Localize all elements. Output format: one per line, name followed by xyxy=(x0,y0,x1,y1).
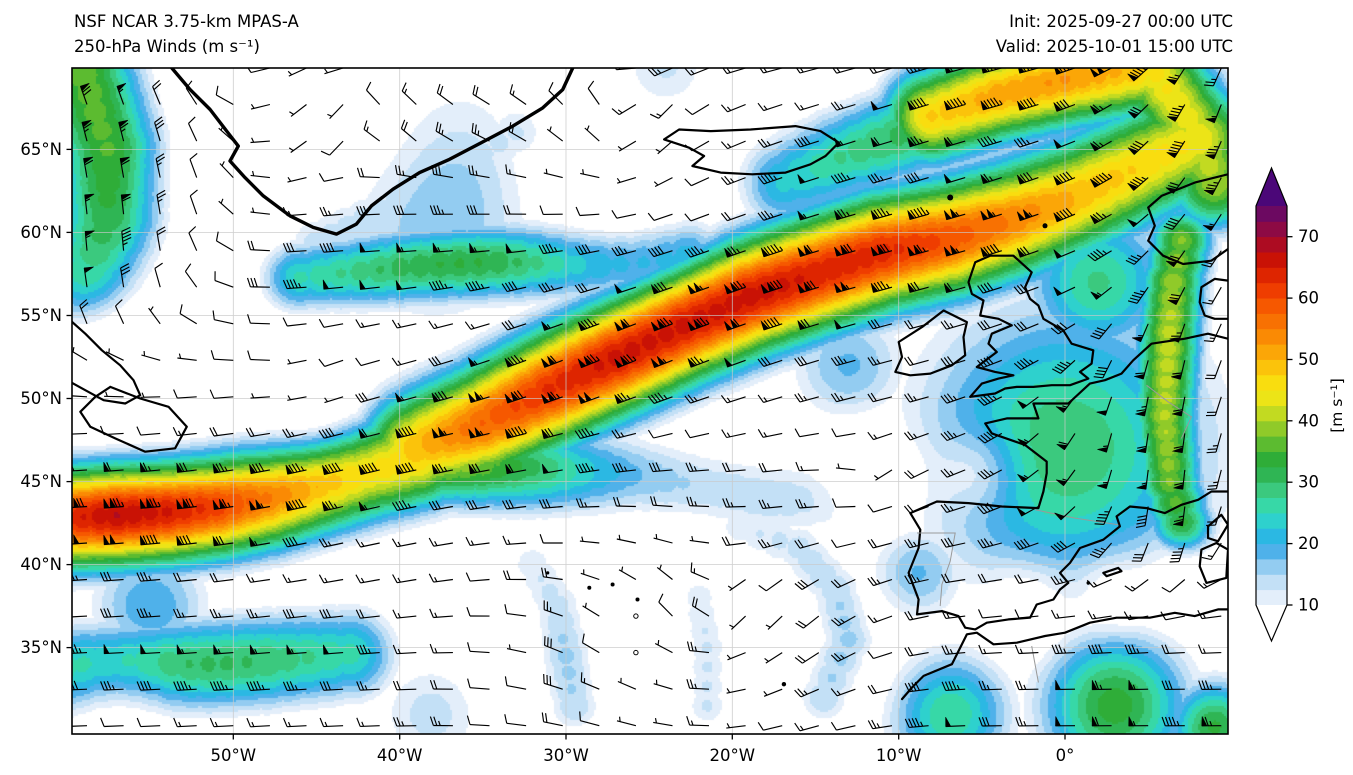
calm-wind-circles xyxy=(633,613,639,656)
island-azores-sao-miguel xyxy=(635,597,640,602)
wind-barb-feathers xyxy=(72,68,1219,732)
coastline-mallorca xyxy=(1102,566,1123,578)
plot-title-line2: 250-hPa Winds (m s⁻¹) xyxy=(74,37,260,56)
colorbar: 10 20 30 40 50 60 70 [m s⁻¹] xyxy=(1255,166,1346,643)
y-tick-label: 40°N xyxy=(20,555,62,574)
island-azores-flores xyxy=(546,571,550,575)
coastline-greenland xyxy=(170,68,575,236)
colorbar-tick-label: 10 xyxy=(1298,596,1319,615)
y-tick-label: 50°N xyxy=(20,389,62,408)
island-dots xyxy=(546,194,1091,687)
wind-barb-staffs xyxy=(72,68,1222,732)
y-axis-labels: 65°N 60°N 55°N 50°N 45°N 40°N 35°N xyxy=(20,140,62,657)
island-azores-terceira xyxy=(610,582,615,587)
coastline-corsica xyxy=(1206,513,1228,543)
colorbar-tick-label: 30 xyxy=(1298,473,1319,492)
coastline-jutland xyxy=(1198,277,1228,320)
colorbar-axis-label: [m s⁻¹] xyxy=(1328,378,1346,433)
colorbar-tick-label: 70 xyxy=(1298,227,1319,246)
x-tick-label: 40°W xyxy=(377,746,423,765)
plot-title-block: NSF NCAR 3.75-km MPAS-A 250-hPa Winds (m… xyxy=(74,9,299,59)
plot-title-line1: NSF NCAR 3.75-km MPAS-A xyxy=(74,12,299,31)
wind-barbs xyxy=(72,68,1222,732)
x-tick-label: 30°W xyxy=(543,746,589,765)
island-madeira xyxy=(781,682,787,687)
wind-barb-pennants xyxy=(72,68,1217,727)
country-borders xyxy=(917,384,1193,683)
y-tick-label: 60°N xyxy=(20,223,62,242)
coastlines xyxy=(72,68,1228,701)
colorbar-tick-labels: 10 20 30 40 50 60 70 xyxy=(1298,227,1319,614)
valid-time-label: Valid: 2025-10-01 15:00 UTC xyxy=(995,37,1233,56)
coastline-norway xyxy=(1147,173,1228,266)
map-frame xyxy=(71,67,1229,735)
colorbar-tick-label: 50 xyxy=(1298,350,1319,369)
y-tick-label: 55°N xyxy=(20,306,62,325)
island-faroe-islands xyxy=(947,194,954,201)
coastline-newfoundland xyxy=(79,385,188,453)
coastline-iceland xyxy=(663,125,840,176)
colorbar-under-arrow xyxy=(1256,605,1287,641)
x-tick-label: 50°W xyxy=(211,746,257,765)
colorbar-tick-label: 60 xyxy=(1298,289,1319,308)
coastline-ireland xyxy=(894,309,968,377)
colorbar-tick-label: 20 xyxy=(1298,534,1319,553)
axis-ticks xyxy=(66,148,1066,740)
coastline-britain xyxy=(967,254,1095,398)
coastline-labrador xyxy=(72,320,142,405)
x-axis-labels: 50°W 40°W 30°W 20°W 10°W 0° xyxy=(211,746,1075,765)
colorbar-tick-label: 40 xyxy=(1298,411,1319,430)
init-time-label: Init: 2025-09-27 00:00 UTC xyxy=(1009,12,1233,31)
y-tick-label: 65°N xyxy=(20,140,62,159)
y-tick-label: 35°N xyxy=(20,638,62,657)
colorbar-ticks xyxy=(1287,236,1293,606)
x-tick-label: 20°W xyxy=(710,746,756,765)
x-tick-label: 0° xyxy=(1056,746,1075,765)
colorbar-over-arrow xyxy=(1256,168,1287,206)
y-tick-label: 45°N xyxy=(20,472,62,491)
coastline-sardinia xyxy=(1198,541,1228,584)
run-info-block: Init: 2025-09-27 00:00 UTC Valid: 2025-1… xyxy=(996,9,1233,59)
island-azores-faial xyxy=(587,585,592,590)
island-shetland xyxy=(1042,223,1048,229)
x-tick-label: 10°W xyxy=(876,746,922,765)
coastline-africa xyxy=(900,608,1228,701)
